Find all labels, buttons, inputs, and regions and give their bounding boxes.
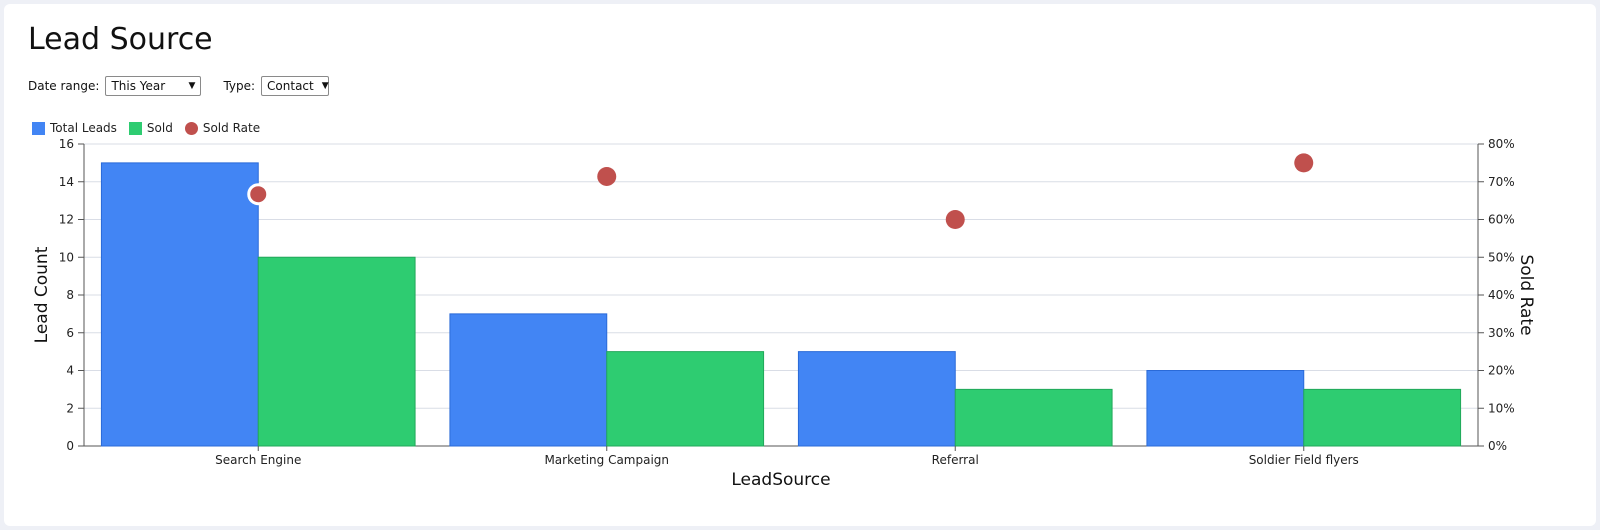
- y2-tick-label: 50%: [1488, 250, 1515, 264]
- x-tick-label: Soldier Field flyers: [1249, 453, 1359, 467]
- y2-tick-label: 30%: [1488, 326, 1515, 340]
- y-tick-label: 8: [66, 288, 74, 302]
- filter-bar: Date range: This Year ▼ Type: Contact ▼: [28, 74, 330, 98]
- y2-tick-label: 40%: [1488, 288, 1515, 302]
- point-sold-rate: [597, 166, 617, 186]
- legend-label-total-leads: Total Leads: [50, 121, 117, 135]
- y-tick-label: 16: [59, 137, 74, 151]
- legend-item-sold[interactable]: Sold: [128, 121, 173, 135]
- y2-tick-label: 10%: [1488, 401, 1515, 415]
- date-range-label: Date range:: [28, 79, 100, 93]
- page-title: Lead Source: [28, 22, 213, 57]
- y2-tick-label: 80%: [1488, 137, 1515, 151]
- bar-total-leads: [449, 313, 608, 447]
- legend-item-total-leads[interactable]: Total Leads: [32, 121, 117, 135]
- y2-tick-label: 70%: [1488, 175, 1515, 189]
- y2-tick-label: 20%: [1488, 364, 1515, 378]
- y2-tick-label: 0%: [1488, 439, 1507, 453]
- y-tick-label: 6: [66, 326, 74, 340]
- date-range-value: This Year: [111, 79, 166, 93]
- y-tick-label: 4: [66, 364, 74, 378]
- bar-total-leads: [1146, 370, 1305, 447]
- y2-tick-label: 60%: [1488, 213, 1515, 227]
- chart-legend: Total Leads Sold Sold Rate: [32, 120, 272, 136]
- bar-total-leads: [797, 351, 956, 447]
- bar-total-leads: [100, 162, 259, 447]
- legend-label-sold: Sold: [146, 121, 173, 135]
- y-tick-label: 10: [59, 250, 74, 264]
- chevron-down-icon: ▼: [188, 81, 196, 91]
- legend-swatch-sold: [128, 121, 142, 135]
- point-sold-rate: [945, 210, 965, 229]
- chevron-down-icon: ▼: [321, 81, 329, 91]
- legend-label-sold-rate: Sold Rate: [202, 121, 261, 135]
- point-sold-rate: [1294, 153, 1314, 173]
- y-tick-label: 12: [59, 213, 74, 227]
- y-tick-label: 14: [59, 175, 74, 189]
- y-tick-label: 2: [66, 401, 74, 415]
- y-axis-title: Lead Count: [32, 246, 52, 343]
- y2-axis-title: Sold Rate: [1516, 254, 1536, 335]
- point-sold-rate: [247, 183, 270, 206]
- type-value: Contact: [267, 79, 314, 93]
- x-tick-label: Marketing Campaign: [544, 453, 669, 467]
- legend-swatch-sold-rate: [184, 121, 198, 135]
- bar-sold: [954, 388, 1113, 447]
- x-tick-label: Referral: [932, 453, 979, 467]
- y-tick-label: 0: [66, 439, 74, 453]
- bar-sold: [606, 351, 765, 447]
- legend-item-sold-rate[interactable]: Sold Rate: [184, 121, 261, 135]
- x-tick-label: Search Engine: [215, 453, 301, 467]
- bar-sold: [257, 256, 416, 447]
- bar-sold: [1303, 388, 1462, 447]
- type-label: Type:: [223, 79, 256, 93]
- x-axis-title: LeadSource: [731, 470, 830, 490]
- legend-swatch-total-leads: [32, 121, 45, 135]
- date-range-select[interactable]: This Year ▼: [105, 76, 202, 96]
- type-select[interactable]: Contact ▼: [261, 76, 330, 96]
